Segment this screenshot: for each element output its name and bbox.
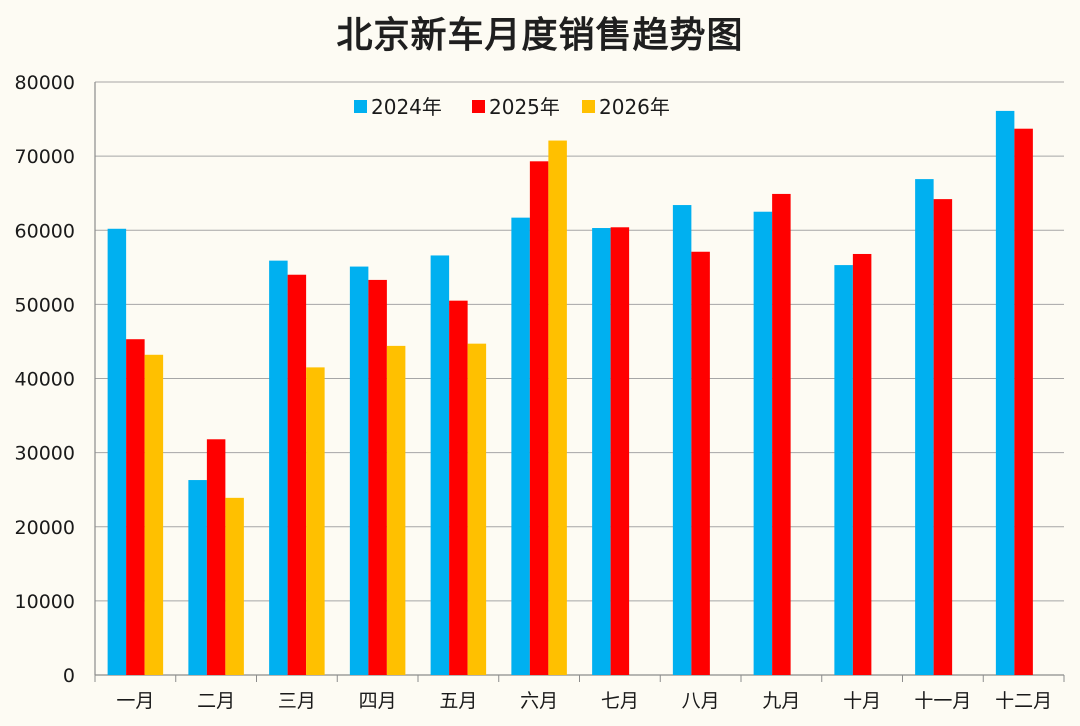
x-tick-label: 十月 (843, 690, 881, 712)
x-tick-labels: 一月 二月 三月 四月 五月 六月 七月 八月 九月 十月 十一月 十二月 (116, 690, 1052, 712)
bar-2025年-八月 (691, 251, 710, 675)
bar-2024年-六月 (511, 217, 530, 675)
legend-label: 2025年 (489, 95, 560, 119)
y-tick-labels: 0 10000 20000 30000 40000 50000 60000 70000 8000… (15, 72, 75, 687)
bar-2024年-一月 (107, 228, 127, 675)
bar-2025年-十一月 (933, 199, 953, 675)
y-tick-label: 70000 (15, 146, 75, 168)
bar-2025年-六月 (529, 161, 549, 676)
bar-2024年-二月 (188, 480, 207, 675)
bar-2024年-八月 (672, 205, 692, 676)
bar-2025年-一月 (126, 339, 145, 675)
bars (107, 110, 1033, 676)
x-tick-label: 五月 (439, 690, 477, 712)
x-tick-label: 九月 (762, 690, 800, 712)
legend: 2024年 2025年 2026年 (354, 95, 670, 119)
bar-2024年-四月 (349, 266, 369, 675)
x-tick-label: 二月 (197, 690, 235, 712)
x-tick-label: 一月 (116, 690, 154, 712)
bar-2025年-二月 (206, 439, 226, 675)
x-tick-label: 十二月 (995, 690, 1052, 712)
legend-label: 2024年 (371, 95, 442, 119)
bar-2024年-九月 (753, 211, 773, 675)
bar-2024年-十一月 (915, 179, 934, 675)
bar-2026年-二月 (225, 497, 244, 675)
bar-2024年-十月 (834, 265, 853, 675)
x-tick-label: 六月 (520, 690, 558, 712)
axes (94, 82, 1065, 682)
bar-2025年-十月 (852, 253, 872, 675)
bar-2025年-四月 (368, 279, 387, 675)
legend-swatch (582, 100, 595, 113)
bar-2025年-三月 (287, 274, 307, 675)
gridlines (95, 81, 1064, 602)
bar-2026年-四月 (386, 345, 406, 675)
bar-2026年-三月 (306, 367, 325, 675)
bar-2026年-一月 (144, 354, 164, 675)
bar-2025年-五月 (449, 300, 468, 675)
y-tick-label: 10000 (15, 591, 75, 613)
y-tick-label: 60000 (15, 220, 75, 242)
legend-label: 2026年 (599, 95, 670, 119)
x-tick-label: 八月 (682, 690, 720, 712)
y-tick-label: 40000 (15, 369, 75, 391)
y-tick-label: 80000 (15, 72, 75, 94)
bar-2024年-七月 (592, 228, 611, 675)
x-tick-label: 十一月 (914, 690, 971, 712)
y-tick-label: 50000 (15, 294, 75, 316)
legend-swatch (354, 100, 367, 113)
x-tick-label: 三月 (278, 690, 316, 712)
y-tick-label: 0 (63, 665, 75, 687)
bar-2024年-十二月 (995, 110, 1015, 675)
bar-2024年-五月 (430, 255, 450, 675)
x-tick-label: 七月 (601, 690, 639, 712)
bar-2026年-六月 (548, 140, 567, 676)
legend-swatch (472, 100, 485, 113)
bar-2025年-十二月 (1014, 128, 1033, 676)
bar-2025年-七月 (610, 227, 630, 675)
y-tick-label: 30000 (15, 443, 75, 465)
y-tick-label: 20000 (15, 517, 75, 539)
chart-title: 北京新车月度销售趋势图 (336, 15, 744, 56)
bar-2025年-九月 (772, 193, 791, 675)
bar-2024年-三月 (269, 260, 288, 675)
bar-2026年-五月 (467, 343, 487, 675)
x-tick-label: 四月 (359, 690, 397, 712)
